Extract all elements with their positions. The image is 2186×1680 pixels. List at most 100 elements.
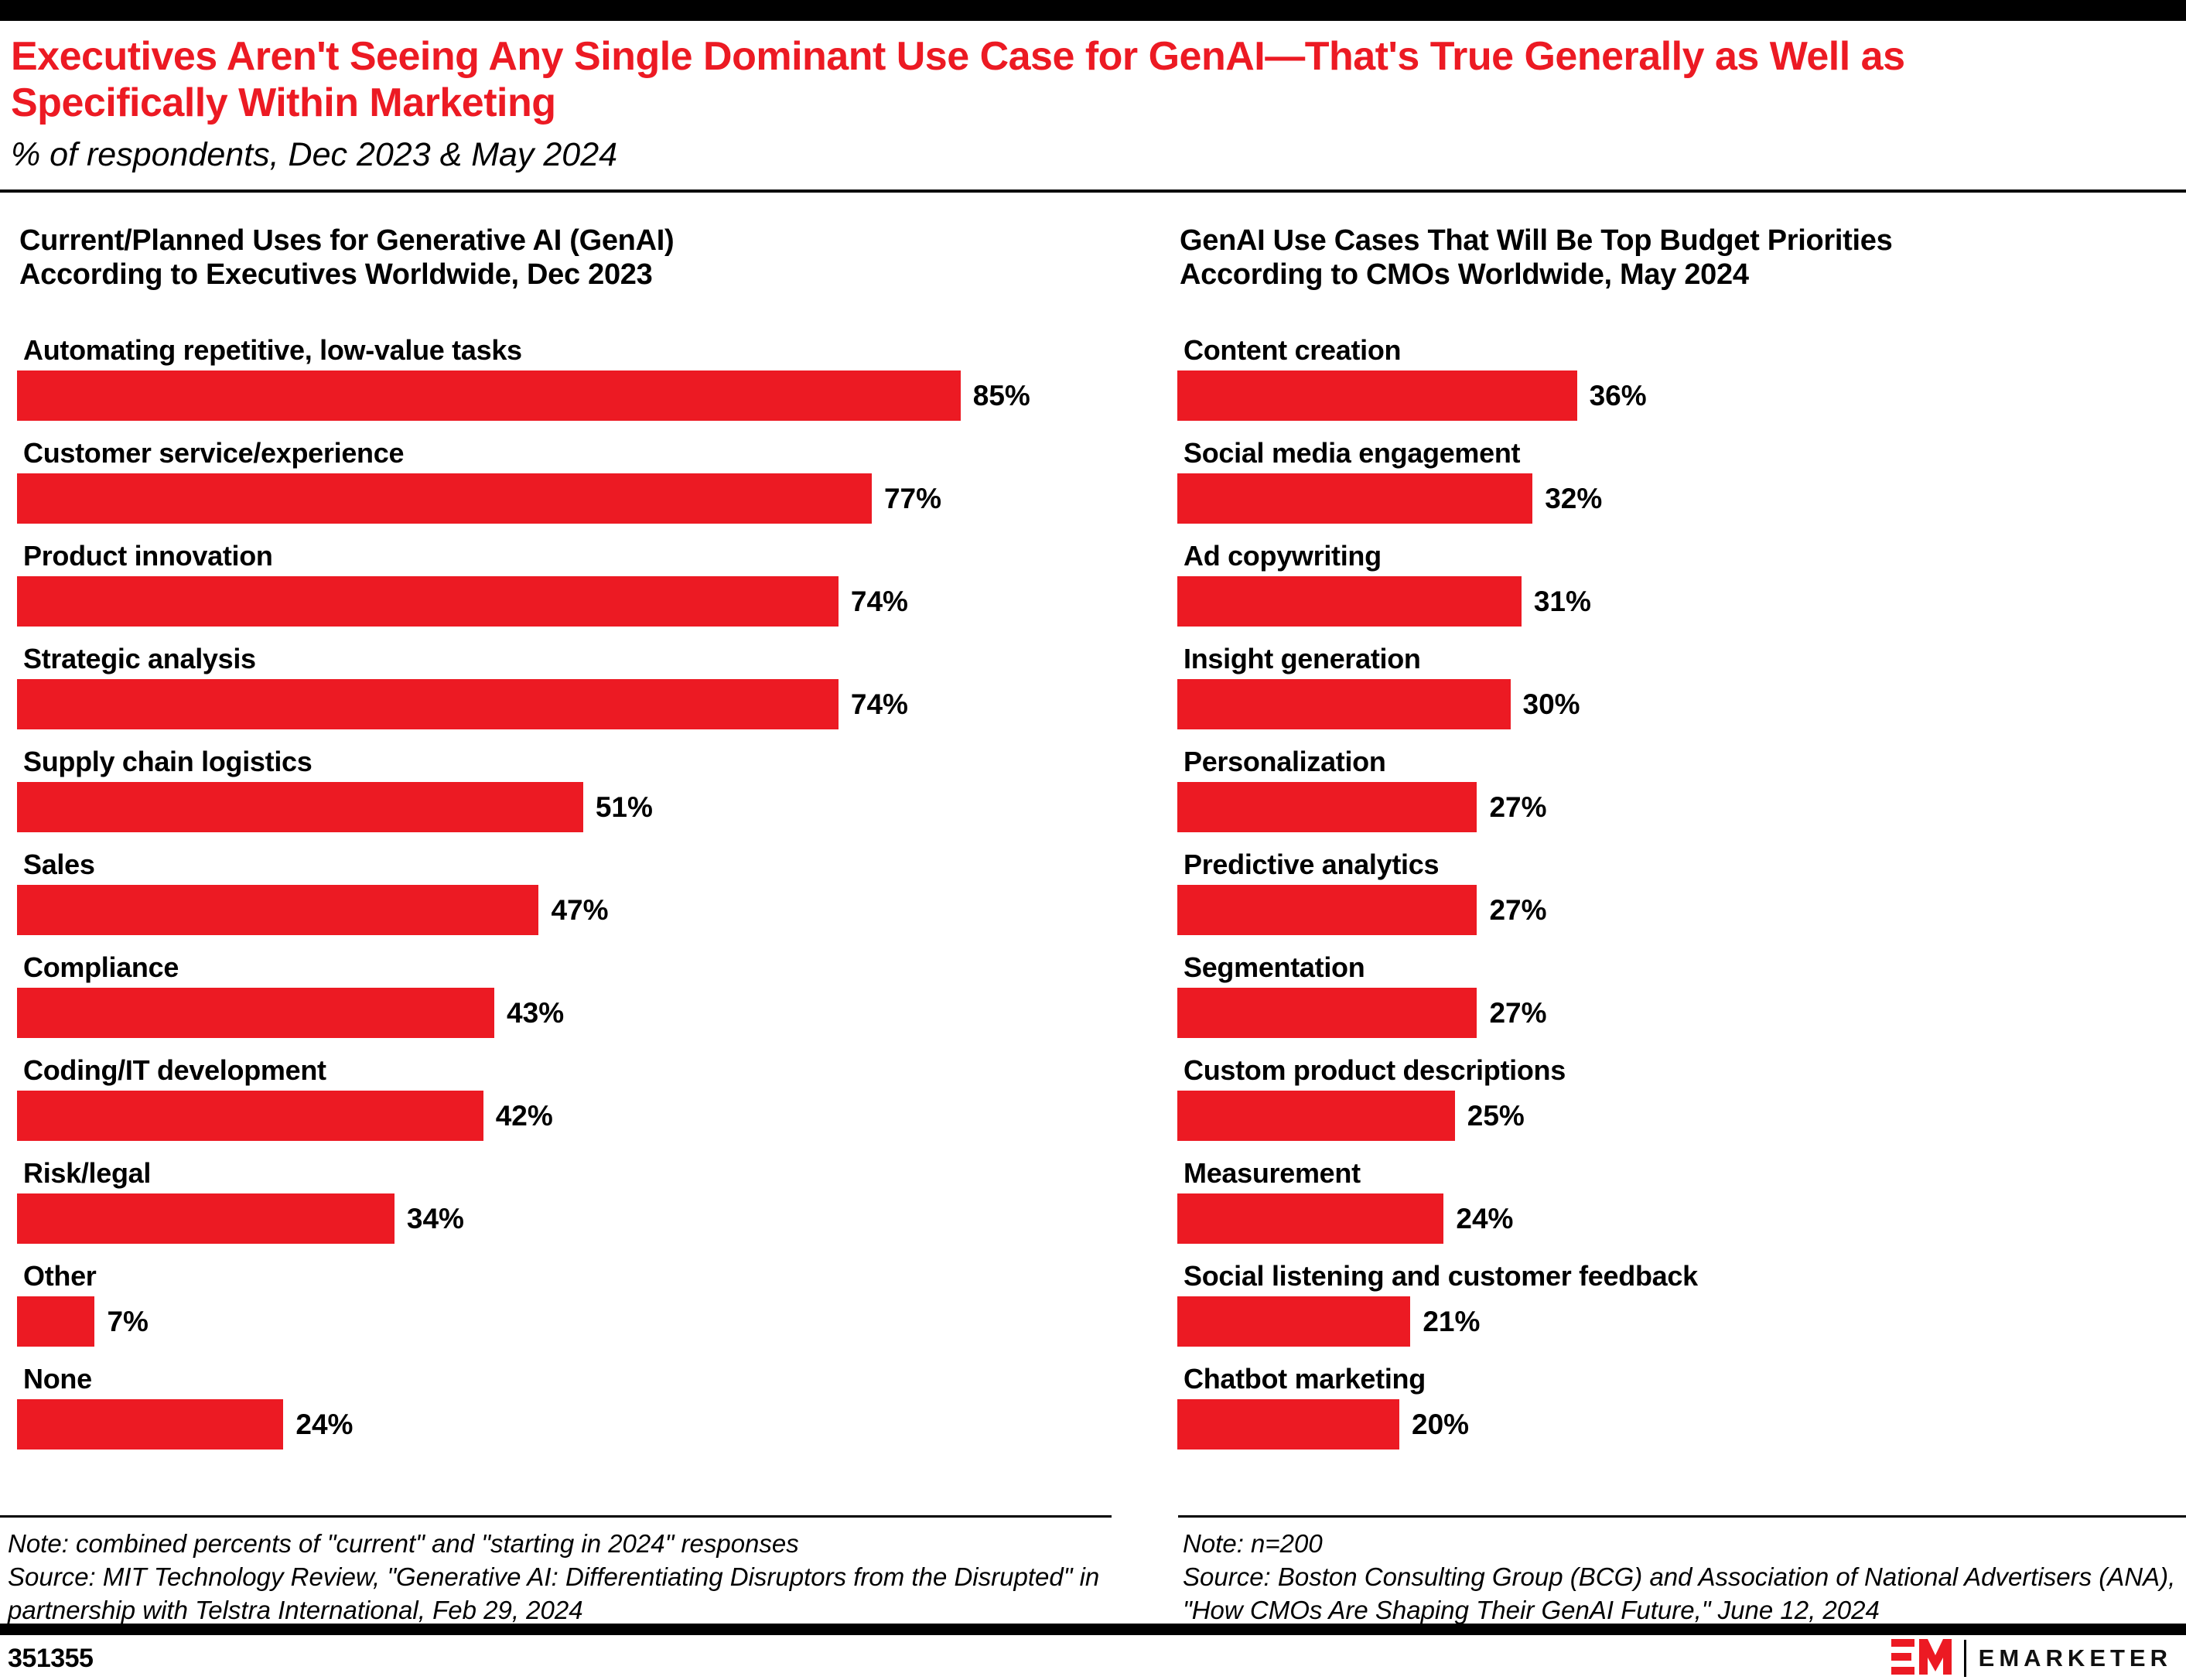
bar-row: Automating repetitive, low-value tasks 8… — [17, 335, 1121, 421]
bar-label: Social media engagement — [1184, 437, 1521, 469]
chart-id: 351355 — [8, 1643, 94, 1673]
bar — [17, 370, 961, 421]
logo-divider — [1963, 1640, 1966, 1677]
bar-label: Content creation — [1184, 334, 1402, 366]
footer-black-bar — [0, 1624, 2186, 1635]
bar-value: 77% — [883, 482, 941, 514]
bar-value: 36% — [1589, 379, 1647, 411]
bar — [17, 1091, 483, 1141]
bar-row: Insight generation 30% — [1177, 644, 2137, 729]
bar-label: Strategic analysis — [23, 643, 256, 674]
bar-row: Coding/IT development 42% — [17, 1055, 1121, 1141]
em-logo-icon — [1891, 1638, 1952, 1678]
footer-row: 351355 EMARKETER — [0, 1635, 2186, 1680]
bar-line: 21% — [1177, 1296, 2137, 1347]
bar-label: Measurement — [1184, 1157, 1361, 1189]
bar — [1177, 988, 1477, 1038]
chart-left: Current/Planned Uses for Generative AI (… — [0, 224, 1121, 1627]
page-subtitle: % of respondents, Dec 2023 & May 2024 — [11, 136, 618, 173]
bar-line: 51% — [17, 782, 1121, 832]
bar-row: Segmentation 27% — [1177, 952, 2137, 1038]
bar — [1177, 473, 1533, 524]
top-black-bar — [0, 0, 2186, 21]
bar-line: 27% — [1177, 782, 2137, 832]
bar-line: 32% — [1177, 473, 2137, 524]
bar-row: Personalization 27% — [1177, 746, 2137, 832]
bar-label: Insight generation — [1184, 643, 1421, 674]
header-divider — [0, 190, 2186, 193]
bar-label: Product innovation — [23, 540, 273, 572]
bar — [17, 988, 495, 1038]
chart-right-source: Source: Boston Consulting Group (BCG) an… — [1183, 1562, 2176, 1624]
bar-line: 7% — [17, 1296, 1121, 1347]
bar-label: Segmentation — [1184, 951, 1365, 983]
bar-label: Compliance — [23, 951, 179, 983]
bar-row: Risk/legal 34% — [17, 1158, 1121, 1244]
bar-label: Coding/IT development — [23, 1054, 326, 1086]
bar-value: 32% — [1545, 482, 1603, 514]
bar-value: 34% — [406, 1202, 464, 1234]
chart-left-rows: Automating repetitive, low-value tasks 8… — [17, 335, 1121, 1450]
bar-line: 34% — [17, 1193, 1121, 1244]
bar-row: Customer service/experience 77% — [17, 438, 1121, 524]
brand-logo: EMARKETER — [1891, 1638, 2172, 1678]
bar-line: 36% — [1177, 370, 2137, 421]
bar-value: 7% — [107, 1305, 149, 1337]
bar-line: 27% — [1177, 988, 2137, 1038]
page-title: Executives Aren't Seeing Any Single Domi… — [11, 34, 1905, 125]
bar-value: 30% — [1522, 688, 1580, 720]
bar-line: 24% — [17, 1399, 1121, 1450]
bar-label: Predictive analytics — [1184, 849, 1440, 880]
chart-right-note: Note: n=200 — [1183, 1529, 1323, 1558]
bar — [1177, 1296, 1411, 1347]
bar — [1177, 576, 1522, 627]
bar-line: 85% — [17, 370, 1121, 421]
bar-line: 20% — [1177, 1399, 2137, 1450]
bar-line: 74% — [17, 679, 1121, 729]
bar-row: Other 7% — [17, 1261, 1121, 1347]
bar-row: Measurement 24% — [1177, 1158, 2137, 1244]
bar-row: Sales 47% — [17, 849, 1121, 935]
bar-line: 47% — [17, 885, 1121, 935]
bar-row: Custom product descriptions 25% — [1177, 1055, 2137, 1141]
bar-value: 21% — [1423, 1305, 1481, 1337]
bar-label: Chatbot marketing — [1184, 1363, 1426, 1395]
bar-value: 27% — [1489, 996, 1547, 1029]
bar-value: 43% — [507, 996, 565, 1029]
chart-right-rows: Content creation 36% Social media engage… — [1177, 335, 2137, 1450]
bar — [17, 1193, 395, 1244]
bar-row: Social media engagement 32% — [1177, 438, 2137, 524]
bar-value: 74% — [850, 585, 908, 617]
bar-row: Predictive analytics 27% — [1177, 849, 2137, 935]
bar-line: 27% — [1177, 885, 2137, 935]
bar-line: 77% — [17, 473, 1121, 524]
chart-right-title: GenAI Use Cases That Will Be Top Budget … — [1180, 224, 1893, 291]
bar-value: 27% — [1489, 790, 1547, 823]
bar-label: Ad copywriting — [1184, 540, 1382, 572]
chart-left-title: Current/Planned Uses for Generative AI (… — [19, 224, 675, 291]
bar-label: Sales — [23, 849, 95, 880]
chart-left-note: Note: combined percents of "current" and… — [8, 1529, 799, 1558]
bar-line: 31% — [1177, 576, 2137, 627]
bar — [17, 885, 539, 935]
header: Executives Aren't Seeing Any Single Domi… — [0, 21, 2186, 174]
bar-row: Content creation 36% — [1177, 335, 2137, 421]
bar-value: 42% — [495, 1099, 553, 1132]
bar-value: 85% — [972, 379, 1030, 411]
chart-right: GenAI Use Cases That Will Be Top Budget … — [1170, 224, 2186, 1627]
bar-line: 25% — [1177, 1091, 2137, 1141]
bar — [1177, 782, 1477, 832]
bar-label: Automating repetitive, low-value tasks — [23, 334, 522, 366]
chart-right-notes: Note: n=200 Source: Boston Consulting Gr… — [1178, 1515, 2186, 1627]
charts-area: Current/Planned Uses for Generative AI (… — [0, 193, 2186, 1627]
bar-label: Personalization — [1184, 746, 1386, 777]
bar-line: 30% — [1177, 679, 2137, 729]
bar-line: 74% — [17, 576, 1121, 627]
bar-label: Risk/legal — [23, 1157, 152, 1189]
bar-label: Other — [23, 1260, 97, 1292]
bar-value: 27% — [1489, 893, 1547, 926]
footer: 351355 EMARKETER — [0, 1624, 2186, 1680]
bar-line: 24% — [1177, 1193, 2137, 1244]
bar — [17, 1399, 284, 1450]
bar-label: Social listening and customer feedback — [1184, 1260, 1698, 1292]
